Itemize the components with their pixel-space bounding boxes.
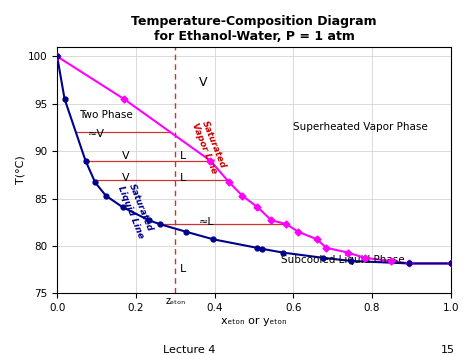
Text: Subcooled Liquid Phase: Subcooled Liquid Phase [282,255,405,265]
X-axis label: xₑₜₒₙ or yₑₜₒₙ: xₑₜₒₙ or yₑₜₒₙ [221,316,287,326]
Text: zₑₜₒₙ: zₑₜₒₙ [166,296,186,306]
Text: V: V [199,76,207,88]
Text: Two Phase: Two Phase [79,110,133,120]
Text: Saturated
Vapor Line: Saturated Vapor Line [190,118,228,175]
Text: L: L [180,264,186,274]
Text: Saturated
Liquid Line: Saturated Liquid Line [117,180,155,240]
Text: Lecture 4: Lecture 4 [164,345,216,355]
Text: V: V [122,151,130,161]
Text: L: L [180,151,186,161]
Text: ≈L: ≈L [199,217,215,227]
Text: L: L [180,173,186,183]
Title: Temperature-Composition Diagram
for Ethanol-Water, P = 1 atm: Temperature-Composition Diagram for Etha… [131,15,377,43]
Text: V: V [122,173,130,183]
Text: 15: 15 [441,345,455,355]
Y-axis label: T(°C): T(°C) [15,156,25,185]
Text: ≈V: ≈V [88,129,105,139]
Text: Superheated Vapor Phase: Superheated Vapor Phase [293,122,428,132]
